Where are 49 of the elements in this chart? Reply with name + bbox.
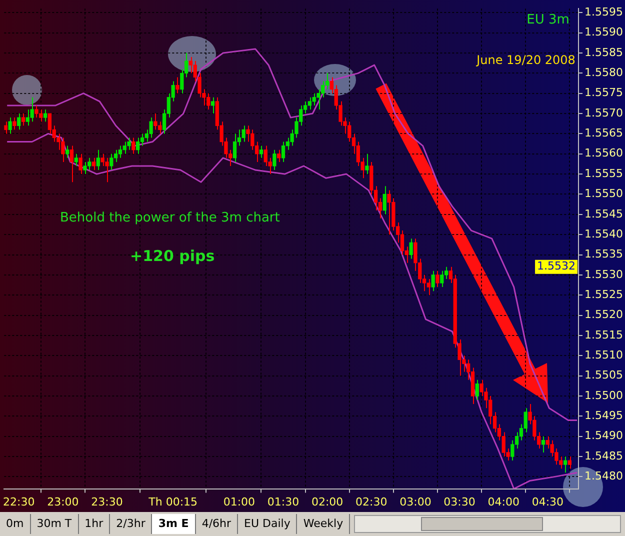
y-tick-label: 1.5520: [584, 308, 624, 322]
x-tick-label: 01:30: [267, 495, 300, 508]
x-tick-label: 04:00: [488, 495, 520, 508]
y-tick-label: 1.5500: [584, 388, 624, 402]
annotation: 1.5532: [537, 260, 576, 273]
x-tick-label: 04:30: [532, 495, 564, 508]
text: 4/6hr: [196, 514, 238, 534]
text: EU Daily: [238, 514, 298, 534]
y-tick-label: 1.5575: [584, 86, 624, 100]
text: 3m E: [152, 514, 196, 534]
y-tick-label: 1.5555: [584, 166, 624, 180]
y-tick-label: 1.5525: [584, 288, 624, 301]
chart-title: EU 3m: [526, 12, 570, 28]
y-tick-label: 1.5595: [584, 5, 624, 18]
y-tick-label: 1.5485: [584, 449, 624, 462]
x-tick-label: 23:00: [47, 495, 79, 508]
y-tick-label: 1.5580: [584, 66, 624, 80]
x-tick-label: 02:00: [311, 495, 344, 508]
text: June 19/20 2008: [476, 53, 576, 68]
y-tick-label: 1.5545: [584, 207, 624, 220]
y-tick-label: 1.5515: [584, 328, 624, 342]
y-tick-label: 1.5590: [584, 26, 624, 39]
y-tick-label: 1.5585: [584, 46, 624, 59]
x-tick-label: 02:30: [356, 495, 388, 508]
x-tick-label: 03:00: [400, 495, 432, 508]
x-tick-label: 01:00: [223, 495, 256, 508]
y-tick-label: 1.5550: [584, 187, 624, 200]
x-tick-label: 22:30: [3, 495, 35, 508]
y-tick-label: 1.5495: [584, 409, 624, 422]
y-tick-label: 1.5480: [584, 470, 624, 483]
x-tick-label: Th 00:15: [148, 495, 198, 508]
y-tick-label: 1.5560: [584, 146, 624, 160]
text: 30m T: [30, 514, 79, 534]
text: 2/3hr: [110, 514, 152, 534]
x-tick-label: 03:30: [444, 495, 476, 508]
text: Weekly: [297, 514, 350, 534]
y-tick-label: 1.5510: [584, 348, 624, 362]
y-tick-label: 1.5570: [584, 106, 624, 120]
text: 1hr: [78, 514, 110, 534]
x-tick-label: 23:30: [91, 495, 123, 508]
y-tick-label: 1.5505: [584, 368, 624, 382]
y-tick-label: 1.5565: [584, 126, 624, 140]
y-tick-label: 1.5535: [584, 248, 624, 261]
annotation: Behold the power of the 3m chart: [60, 210, 280, 226]
y-tick-label: 1.5540: [584, 227, 624, 240]
annotation: +120 pips: [130, 246, 215, 265]
y-tick-label: 1.5490: [584, 429, 624, 442]
y-tick-label: 1.5530: [584, 268, 624, 281]
text: 0m: [0, 514, 31, 534]
